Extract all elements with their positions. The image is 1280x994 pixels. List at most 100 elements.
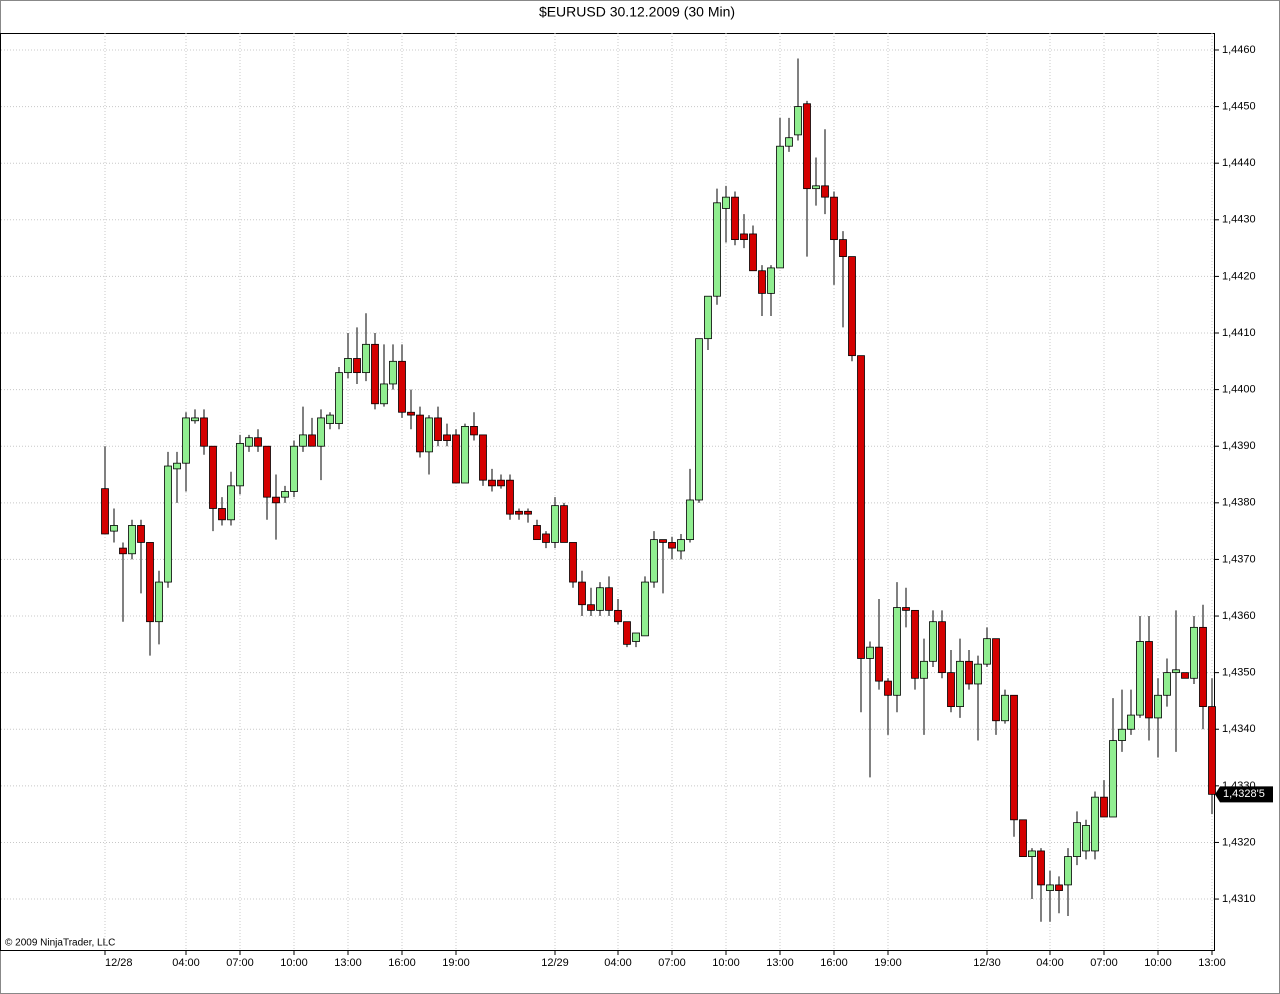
candle-body	[119, 547, 127, 555]
candle-body	[1154, 694, 1162, 719]
candle-body	[272, 496, 280, 504]
x-tick-label: 12/29	[541, 957, 569, 969]
candle-body	[1064, 856, 1072, 886]
candle-body	[245, 437, 253, 447]
candle-body	[929, 621, 937, 662]
x-tick-label: 13:00	[334, 957, 362, 969]
candle-body	[830, 196, 838, 241]
candle-body	[992, 638, 1000, 722]
candle-body	[425, 417, 433, 453]
candle-body	[182, 417, 190, 464]
candle-body	[1091, 796, 1099, 852]
candle-body	[587, 604, 595, 611]
candle-body	[407, 411, 415, 416]
candle-body	[947, 672, 955, 707]
candle-body	[479, 434, 487, 481]
candle-body	[461, 426, 469, 484]
candle-body	[560, 505, 568, 543]
candle-body	[866, 646, 874, 659]
candle-body	[956, 660, 964, 707]
candle-body	[884, 680, 892, 696]
candle-body	[785, 137, 793, 147]
candle-body	[839, 239, 847, 257]
x-tick-label: 07:00	[658, 957, 686, 969]
x-tick-label: 12/30	[973, 957, 1001, 969]
candle-body	[659, 539, 667, 543]
candle-body	[515, 510, 523, 515]
candle-body	[1208, 706, 1216, 795]
x-tick-label: 19:00	[442, 957, 470, 969]
y-tick-label: 1,4460	[1222, 44, 1256, 56]
x-tick-label: 12/28	[105, 957, 133, 969]
candle-body	[533, 525, 541, 541]
candle-body	[1109, 740, 1117, 818]
candle-body	[1100, 796, 1108, 818]
candle-body	[416, 414, 424, 453]
candles	[101, 58, 1216, 922]
candle-body	[173, 462, 181, 470]
plot-frame	[0, 33, 1215, 951]
y-tick-label: 1,4390	[1222, 440, 1256, 452]
candle-body	[857, 355, 865, 659]
grid	[1, 33, 1215, 950]
candle-body	[911, 609, 919, 679]
y-tick-label: 1,4310	[1222, 893, 1256, 905]
candle-body	[614, 609, 622, 623]
candle-body	[794, 106, 802, 136]
candle-body	[740, 233, 748, 241]
candle-body	[254, 437, 262, 447]
candle-body	[875, 646, 883, 682]
candle-body	[335, 372, 343, 424]
candle-body	[605, 587, 613, 611]
candle-body	[686, 499, 694, 541]
candle-body	[893, 607, 901, 696]
y-tick-label: 1,4450	[1222, 100, 1256, 112]
y-tick-label: 1,4320	[1222, 836, 1256, 848]
candle-body	[1190, 626, 1198, 679]
y-tick-label: 1,4350	[1222, 667, 1256, 679]
candle-body	[767, 267, 775, 294]
x-tick-label: 04:00	[604, 957, 632, 969]
candle-body	[1010, 694, 1018, 821]
candle-body	[1073, 822, 1081, 858]
last-price-label: 1,4328'5	[1223, 788, 1265, 800]
candle-body	[290, 445, 298, 492]
candle-body	[938, 621, 946, 674]
y-tick-label: 1,4430	[1222, 214, 1256, 226]
candle-body	[110, 525, 118, 532]
candle-body	[551, 505, 559, 543]
candle-body	[776, 145, 784, 269]
y-tick-label: 1,4370	[1222, 553, 1256, 565]
candle-body	[155, 581, 163, 623]
candle-body	[1118, 728, 1126, 741]
candle-body	[695, 338, 703, 501]
candle-body	[803, 103, 811, 190]
candle-body	[569, 542, 577, 583]
candle-body	[704, 295, 712, 340]
candle-body	[713, 202, 721, 297]
x-tick-label: 10:00	[1144, 957, 1172, 969]
candle-body	[488, 479, 496, 487]
candle-body	[1163, 672, 1171, 696]
candle-body	[362, 343, 370, 374]
last-price-box	[1215, 786, 1273, 803]
candle-body	[974, 663, 982, 685]
candle-body	[1037, 850, 1045, 886]
x-tick-label: 07:00	[226, 957, 254, 969]
x-tick-label: 19:00	[874, 957, 902, 969]
candle-body	[452, 434, 460, 484]
candle-body	[236, 442, 244, 487]
x-tick-label: 07:00	[1090, 957, 1118, 969]
candle-body	[1181, 672, 1189, 679]
y-tick-label: 1,4340	[1222, 723, 1256, 735]
candle-body	[344, 358, 352, 374]
candle-body	[677, 539, 685, 552]
candle-body	[668, 542, 676, 549]
candle-body	[317, 417, 325, 447]
candle-body	[434, 417, 442, 441]
candle-body	[821, 185, 829, 198]
candle-body	[164, 465, 172, 583]
candle-body	[965, 660, 973, 685]
